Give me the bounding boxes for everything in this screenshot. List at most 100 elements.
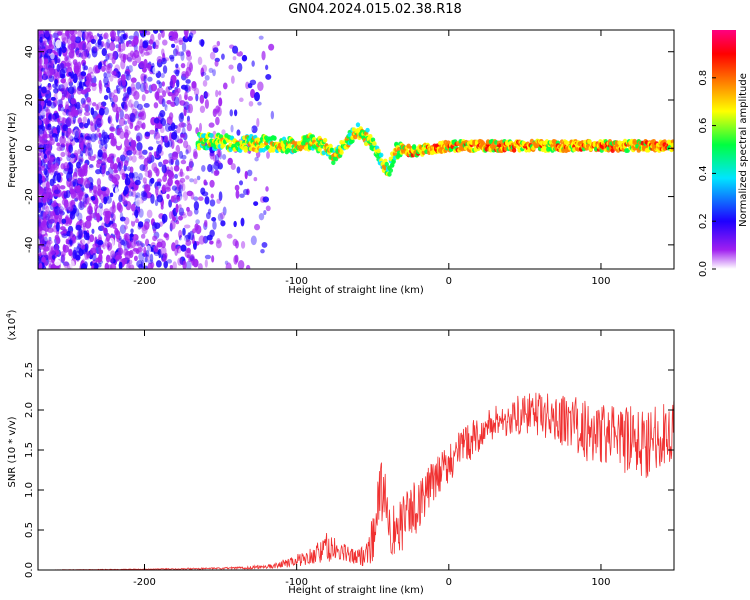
- spectrogram-noise-speck: [130, 203, 136, 212]
- spectrogram-noise-speck: [221, 129, 226, 135]
- spectrogram-noise-speck: [95, 197, 99, 205]
- spectrogram-noise-speck: [153, 245, 159, 253]
- spectrogram-noise-speck: [49, 211, 56, 217]
- spectrogram-noise-speck: [160, 246, 167, 256]
- spectrogram-noise-speck: [140, 243, 145, 248]
- spectrogram-noise-speck: [96, 162, 101, 169]
- spectrogram-noise-speck: [83, 111, 91, 117]
- spectrogram-noise-speck: [199, 94, 205, 104]
- spectrogram-noise-speck: [236, 166, 241, 174]
- spectrogram-noise-speck: [38, 147, 42, 153]
- spectrogram-noise-speck: [119, 109, 125, 120]
- spectrogram-noise-speck: [251, 60, 255, 67]
- spectrogram-noise-speck: [58, 214, 63, 220]
- spectrogram-noise-speck: [124, 224, 128, 230]
- spectrogram-ridge-cell: [317, 146, 322, 152]
- spectrogram-noise-speck: [240, 217, 245, 227]
- spectrogram-noise-speck: [64, 62, 71, 67]
- spectrogram-noise-speck: [174, 173, 179, 179]
- spectrogram-noise-speck: [66, 172, 73, 182]
- spectrogram-noise-speck: [105, 53, 110, 61]
- spectrogram-noise-speck: [167, 85, 173, 90]
- spectrogram-noise-speck: [189, 230, 195, 241]
- spectrogram-noise-speck: [43, 154, 48, 160]
- spectrogram-noise-speck: [214, 153, 220, 164]
- spectrogram-noise-speck: [84, 220, 92, 229]
- spectrogram-noise-speck: [107, 52, 111, 58]
- spectrogram-noise-speck: [236, 129, 241, 136]
- spectrogram-noise-speck: [185, 79, 191, 84]
- spectrogram-y-tick-label: 40: [24, 45, 35, 58]
- spectrogram-noise-speck: [118, 247, 124, 256]
- spectrogram-noise-speck: [59, 135, 66, 145]
- colorbar-ticks: 0.0 0.2 0.4 0.6 0.8: [698, 70, 716, 277]
- spectrogram-noise-speck: [104, 41, 110, 50]
- spectrogram-noise-speck: [215, 105, 221, 113]
- spectrogram-noise-speck: [65, 117, 72, 127]
- spectrogram-noise-speck: [241, 54, 248, 62]
- spectrogram-noise-speck: [129, 112, 136, 123]
- spectrogram-noise-speck: [65, 138, 71, 144]
- spectrogram-noise-speck: [112, 222, 117, 229]
- spectrogram-noise-speck: [78, 200, 85, 211]
- spectrogram-noise-speck: [186, 247, 191, 254]
- spectrogram-noise-speck: [53, 30, 59, 40]
- spectrogram-ridge-cell: [287, 143, 292, 149]
- spectrogram-noise-speck: [46, 48, 53, 54]
- spectrogram-noise-speck: [153, 102, 159, 109]
- spectrogram-noise-speck: [185, 70, 189, 79]
- spectrogram-noise-speck: [57, 91, 63, 100]
- spectrogram-noise-speck: [173, 165, 180, 172]
- spectrogram-noise-speck: [166, 259, 173, 264]
- spectrogram-noise-speck: [52, 32, 59, 39]
- spectrogram-noise-speck: [99, 82, 103, 92]
- spectrogram-noise-speck: [65, 214, 70, 221]
- spectrogram-noise-speck: [53, 87, 59, 94]
- spectrogram-noise-speck: [78, 81, 83, 89]
- spectrogram-noise-speck: [211, 217, 217, 222]
- spectrogram-noise-speck: [69, 210, 76, 220]
- spectrogram-noise-speck: [109, 257, 114, 264]
- spectrogram-noise-speck: [109, 127, 116, 132]
- spectrogram-noise-speck: [183, 30, 189, 37]
- spectrogram-noise-speck: [124, 128, 129, 139]
- spectrogram-noise-speck: [38, 30, 42, 36]
- spectrogram-noise-speck: [132, 171, 139, 179]
- spectrogram-noise-speck: [178, 204, 182, 209]
- spectrogram-noise-speck: [187, 95, 193, 102]
- spectrogram-ridge-cell: [331, 160, 336, 166]
- spectrogram-noise-speck: [175, 203, 179, 213]
- spectrogram-noise-speck: [160, 204, 164, 210]
- spectrogram-noise-speck: [147, 262, 153, 269]
- spectrogram-noise-speck: [118, 194, 123, 203]
- spectrogram-ridge-cell: [322, 137, 328, 143]
- spectrogram-noise-speck: [186, 123, 192, 132]
- spectrogram-ridge-cell: [376, 148, 381, 154]
- spectrogram-noise-speck: [139, 82, 146, 93]
- spectrogram-noise-speck: [116, 141, 122, 147]
- spectrogram-noise-speck: [80, 263, 88, 269]
- spectrogram-noise-speck: [90, 133, 97, 143]
- spectrogram-noise-speck: [180, 236, 187, 246]
- snr-y-tick-label: 0.5: [24, 522, 35, 538]
- spectrogram-noise-speck: [48, 114, 52, 121]
- spectrogram-noise-speck: [133, 49, 140, 59]
- spectrogram-ridge-cell: [388, 168, 394, 173]
- spectrogram-noise-speck: [87, 53, 91, 59]
- spectrogram-noise-speck: [204, 259, 208, 268]
- spectrogram-noise-speck: [156, 147, 160, 157]
- spectrogram-noise-speck: [97, 38, 102, 46]
- spectrogram-noise-speck: [116, 87, 121, 94]
- spectrogram-noise-speck: [78, 41, 83, 51]
- spectrogram-noise-speck: [46, 140, 53, 147]
- spectrogram-noise-speck: [176, 79, 180, 88]
- spectrogram-noise-speck: [169, 80, 174, 86]
- spectrogram-noise-speck: [106, 38, 110, 49]
- spectrogram-noise-speck: [115, 110, 120, 121]
- spectrogram-noise-speck: [69, 139, 76, 146]
- spectrogram-noise-speck: [171, 151, 179, 161]
- spectrogram-noise-speck: [167, 139, 173, 148]
- spectrogram-noise-speck: [133, 100, 139, 109]
- spectrogram-noise-speck: [178, 112, 184, 123]
- spectrogram-noise-speck: [167, 177, 173, 187]
